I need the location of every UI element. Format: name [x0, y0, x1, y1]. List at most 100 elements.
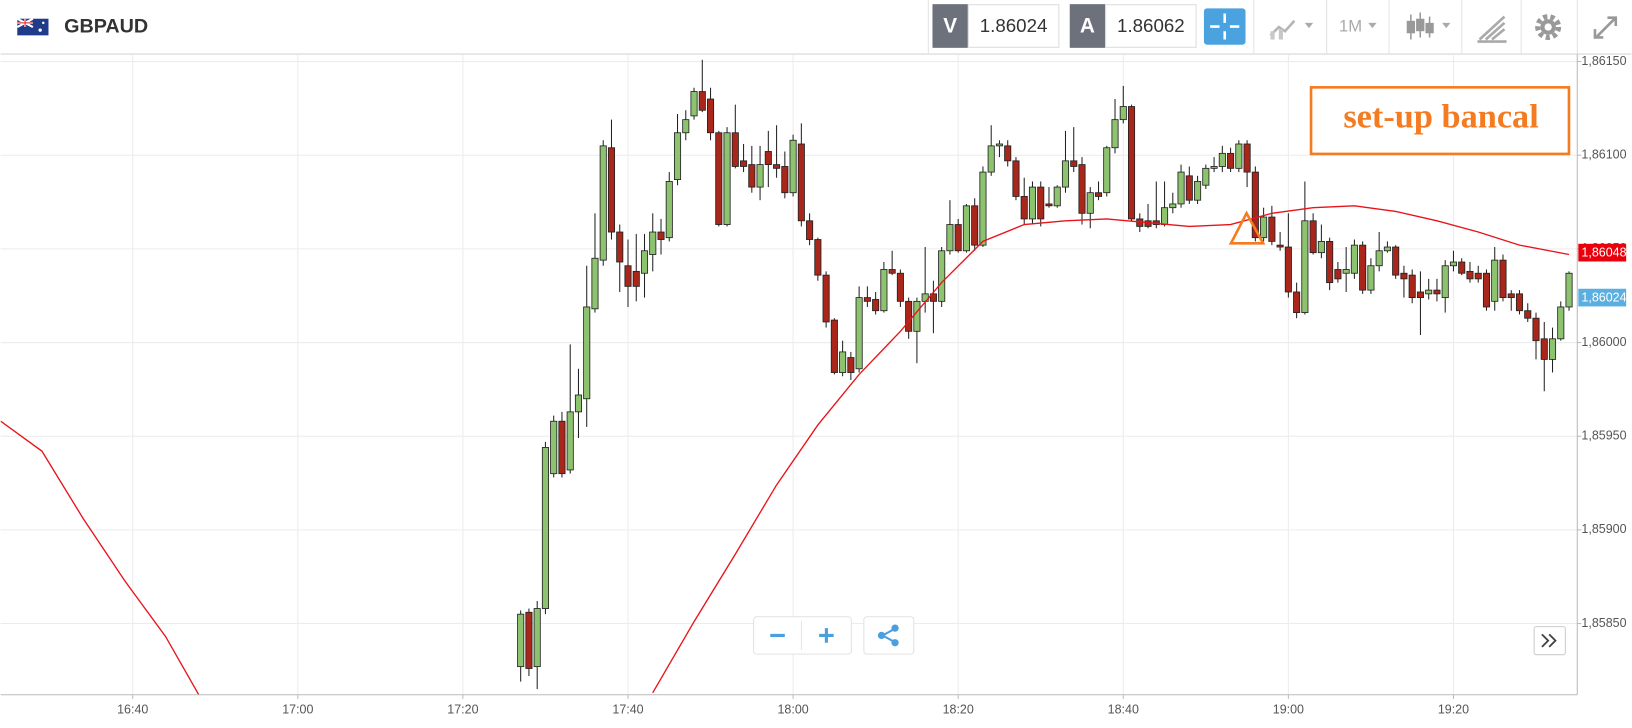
- buy-price[interactable]: 1.86062: [1117, 15, 1185, 36]
- candle-body: [525, 611, 533, 669]
- candle-body: [1392, 246, 1400, 276]
- candle-body: [1037, 186, 1045, 220]
- candle-body[interactable]: [1425, 22, 1434, 34]
- buy-button[interactable]: A 1.86062: [1069, 4, 1197, 48]
- candle-body: [740, 160, 748, 167]
- y-tick-label: 1,86000: [1581, 335, 1626, 349]
- candle-style-button[interactable]: [1406, 12, 1451, 40]
- fullscreen-icon[interactable]: [1593, 16, 1618, 39]
- candle-body: [533, 608, 541, 668]
- share-dot[interactable]: [891, 639, 899, 647]
- caret[interactable]: [1442, 22, 1451, 29]
- y-tick-label: 1,85900: [1581, 522, 1626, 536]
- caret[interactable]: [1304, 22, 1314, 29]
- interval-button[interactable]: 1M: [1339, 16, 1377, 35]
- candle-body: [797, 143, 805, 222]
- candle-body: [1020, 196, 1028, 220]
- candle-body: [1028, 186, 1037, 220]
- candle-body: [929, 293, 937, 302]
- sell-label-box[interactable]: [932, 4, 968, 48]
- candle-body: [1367, 265, 1375, 291]
- candle-body: [1342, 269, 1350, 274]
- gear-teeth[interactable]: [1535, 14, 1562, 41]
- candle-body: [1375, 250, 1383, 267]
- drawing-icon[interactable]: [1477, 15, 1507, 43]
- candle-body: [632, 270, 640, 287]
- sell-label[interactable]: V: [943, 15, 957, 38]
- candle-body: [1012, 160, 1020, 197]
- candle-body: [599, 145, 607, 261]
- candle-body: [550, 420, 558, 475]
- candle-body: [987, 145, 995, 173]
- candle-body: [616, 231, 624, 263]
- candle-body: [1194, 181, 1202, 201]
- interval[interactable]: 1M: [1339, 16, 1362, 35]
- candle-body: [1458, 261, 1466, 274]
- candle-body[interactable]: [1406, 20, 1416, 34]
- candle-body: [1548, 338, 1557, 360]
- chart-type-icon-bar[interactable]: [1278, 29, 1283, 40]
- share-button[interactable]: [863, 616, 915, 655]
- buy-label[interactable]: A: [1080, 15, 1095, 38]
- x-tick-label: 18:40: [1108, 703, 1139, 717]
- chart-type-icon-bar[interactable]: [1270, 31, 1275, 40]
- candle-body: [1474, 272, 1482, 280]
- candle-body: [1144, 220, 1152, 227]
- x-tick-label: 18:00: [777, 703, 808, 717]
- candle-body: [1334, 269, 1342, 280]
- candle-body: [1301, 220, 1309, 313]
- candle-body: [1350, 244, 1358, 274]
- candle-body: [1210, 166, 1218, 169]
- zoom-in-button[interactable]: [819, 628, 834, 643]
- candle-body: [1078, 164, 1086, 214]
- chart-type-button[interactable]: [1269, 19, 1314, 40]
- candle-body: [1532, 317, 1540, 342]
- candle-body: [1466, 270, 1474, 280]
- flag-cross-red: [17, 18, 33, 28]
- zoom-box: [753, 616, 852, 655]
- buy-label-box[interactable]: [1069, 4, 1106, 48]
- caret[interactable]: [1368, 22, 1377, 29]
- gear-hole[interactable]: [1544, 23, 1552, 31]
- scroll-icon[interactable]: [1541, 633, 1557, 648]
- scroll-box[interactable]: [1533, 626, 1566, 656]
- crosshair-button[interactable]: [1203, 8, 1246, 45]
- candle-body: [1276, 244, 1284, 248]
- candle-body: [1045, 203, 1053, 207]
- scroll-latest-button[interactable]: [1533, 626, 1566, 656]
- candle-body: [1111, 119, 1119, 149]
- buy-price-box[interactable]: [1105, 4, 1197, 48]
- share-dot[interactable]: [877, 631, 886, 640]
- candle-body: [781, 166, 789, 194]
- x-tick-label: 17:00: [282, 703, 313, 717]
- price-marker: [1578, 243, 1627, 262]
- candle-body: [1161, 207, 1169, 225]
- price-marker-label: 1,86024: [1581, 290, 1626, 304]
- candle-body: [822, 274, 830, 323]
- sell-price[interactable]: 1.86024: [980, 15, 1048, 36]
- x-tick-label: 16:40: [117, 703, 148, 717]
- candle-body: [888, 269, 896, 274]
- crosshair-bg[interactable]: [1203, 8, 1246, 45]
- candle-body: [583, 306, 591, 400]
- sell-button[interactable]: V 1.86024: [932, 4, 1060, 48]
- candle-body: [1268, 216, 1276, 242]
- crosshair-icon[interactable]: [1210, 13, 1240, 40]
- share-box[interactable]: [863, 616, 915, 655]
- candle-body: [1309, 220, 1317, 254]
- candle-body: [517, 613, 525, 668]
- candle-body: [1235, 143, 1243, 169]
- moving-average-line: [0, 205, 1570, 695]
- drawing-button[interactable]: [1477, 15, 1507, 43]
- candle-body: [938, 250, 946, 302]
- candle-body: [1565, 272, 1573, 308]
- candle-body: [541, 447, 549, 609]
- settings-button[interactable]: [1535, 14, 1562, 41]
- fullscreen-button[interactable]: [1593, 16, 1618, 39]
- candle-body: [748, 164, 756, 188]
- sell-price-box[interactable]: [967, 4, 1060, 48]
- y-tick-label: 1,86150: [1581, 54, 1626, 68]
- share-dot[interactable]: [891, 624, 899, 632]
- candle-body[interactable]: [1416, 18, 1425, 32]
- candle-body: [1094, 192, 1103, 197]
